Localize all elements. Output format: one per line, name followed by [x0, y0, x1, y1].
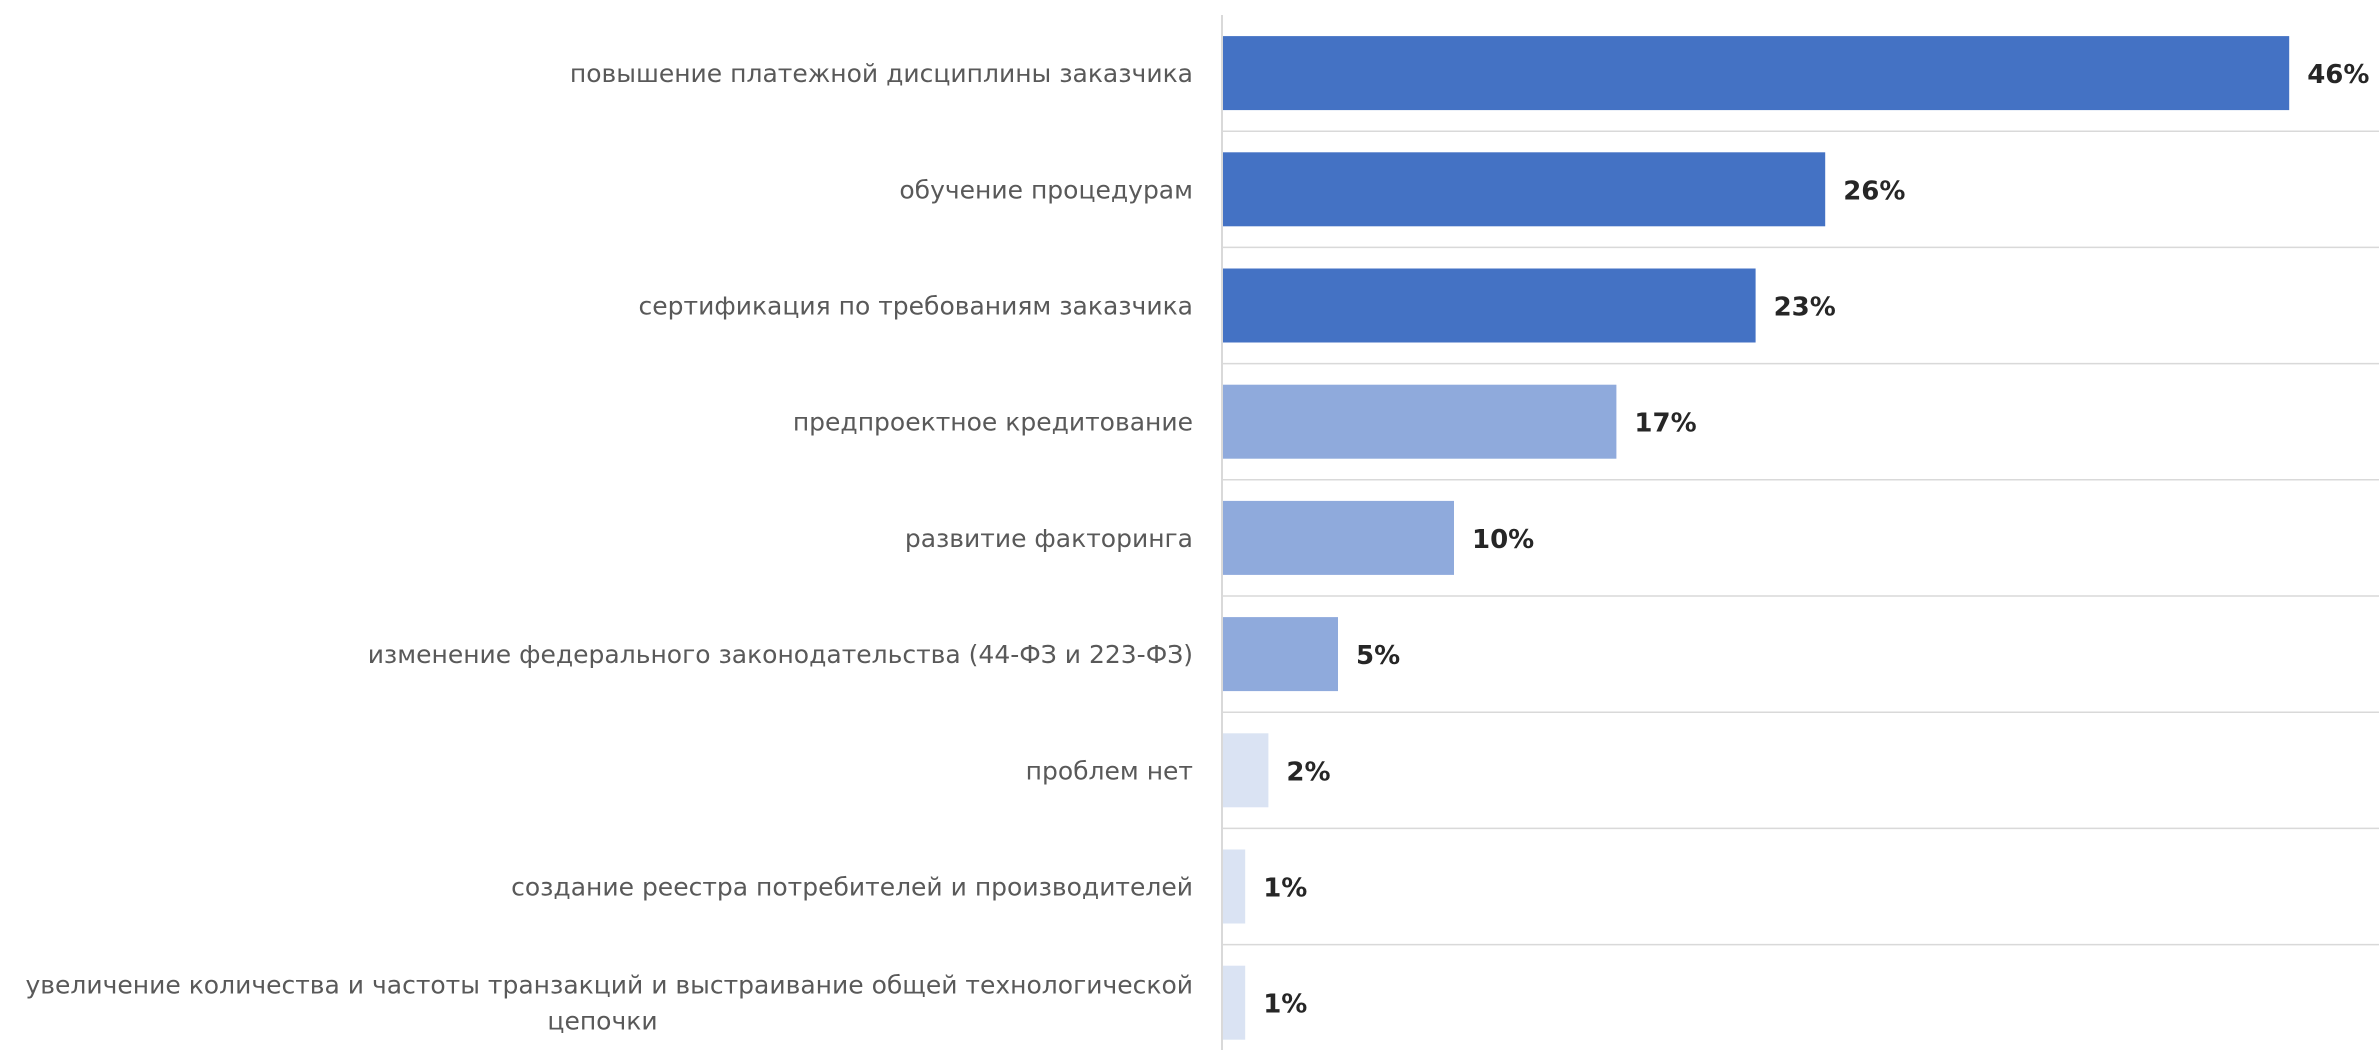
data-label: 1% [1263, 990, 1307, 1020]
gridlines [1222, 130, 2379, 946]
bar [1222, 617, 1338, 692]
data-label: 2% [1286, 757, 1330, 787]
category-label: создание реестра потребителей и производ… [511, 873, 1193, 902]
category-label: изменение федерального законодательства … [368, 640, 1193, 669]
category-label: сертификация по требованиям заказчика [639, 292, 1193, 321]
bar [1222, 849, 1246, 924]
bar [1222, 268, 1756, 343]
data-label: 1% [1263, 874, 1307, 904]
data-label: 17% [1634, 409, 1696, 439]
data-label: 46% [2307, 60, 2369, 90]
data-label: 26% [1843, 176, 1905, 206]
data-label: 23% [1774, 293, 1836, 323]
category-label: развитие факторинга [905, 524, 1193, 553]
category-label: предпроектное кредитование [793, 408, 1193, 437]
bar [1222, 733, 1269, 808]
category-label: обучение процедурам [899, 175, 1193, 204]
data-label: 10% [1472, 525, 1534, 555]
bar [1222, 965, 1246, 1040]
category-labels: повышение платежной дисциплины заказчика… [26, 59, 1194, 1036]
category-label: увеличение количества и частоты транзакц… [26, 971, 1194, 1036]
bar [1222, 36, 2290, 111]
data-label: 5% [1356, 641, 1400, 671]
category-label: повышение платежной дисциплины заказчика [570, 59, 1193, 88]
bar [1222, 152, 1826, 227]
bars [1222, 36, 2290, 1040]
bar [1222, 500, 1454, 575]
category-label: проблем нет [1026, 756, 1193, 785]
data-labels: 46% 26% 23% 17% 10% 5% 2% 1% 1% [1263, 60, 2369, 1020]
bar [1222, 384, 1617, 459]
